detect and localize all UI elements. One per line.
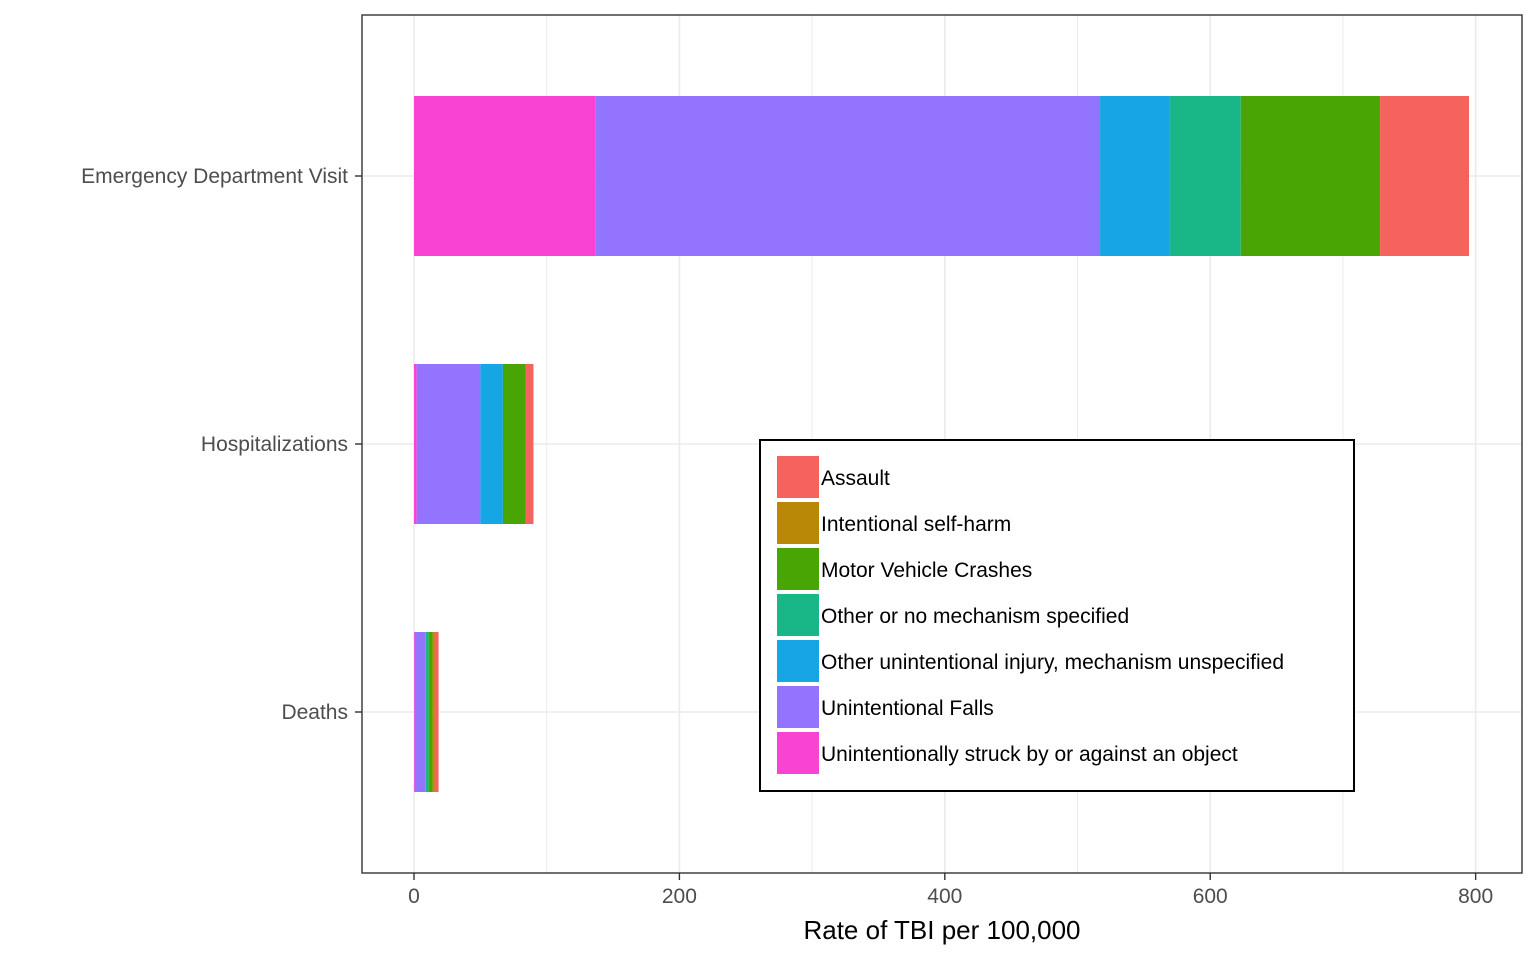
bar-segment-deaths-intentional-self-harm: [432, 632, 435, 792]
bar-segment-hospitalizations-unintentional-falls: [416, 364, 481, 524]
legend-label-unintentional-falls: Unintentional Falls: [821, 697, 994, 720]
legend-label-assault: Assault: [821, 467, 890, 490]
x-axis: 0 200 400 600 800: [408, 873, 1493, 908]
legend-key-intentional-self-harm: [777, 502, 819, 544]
bar-segment-deaths-other-or-no-mechanism-specified: [425, 632, 429, 792]
y-tick-label-deaths: Deaths: [281, 701, 348, 724]
bar-segment-hospitalizations-assault: [525, 364, 534, 524]
legend-key-motor-vehicle-crashes: [777, 548, 819, 590]
bar-segments: [414, 96, 1469, 792]
y-tick-label-emergency-department-visit: Emergency Department Visit: [81, 165, 348, 188]
bar-segment-hospitalizations-unintentionally-struck-by-or-against-an-object: [414, 364, 417, 524]
bar-segment-deaths-unintentional-falls: [414, 632, 426, 792]
legend-label-other-or-no-mechanism-specified: Other or no mechanism specified: [821, 605, 1129, 628]
legend-label-unintentionally-struck-by-or-against-an-object: Unintentionally struck by or against an …: [821, 743, 1238, 766]
bar-segment-deaths-unintentionally-struck-by-or-against-an-object: [414, 632, 415, 792]
y-tick-label-hospitalizations: Hospitalizations: [201, 433, 348, 456]
legend-key-other-unintentional-injury-mechanism-unspecified: [777, 640, 819, 682]
bar-segment-emergency-department-visit-other-unintentional-injury-mechanism-unspecified: [1100, 96, 1170, 256]
legend-label-motor-vehicle-crashes: Motor Vehicle Crashes: [821, 559, 1032, 582]
x-axis-title: Rate of TBI per 100,000: [803, 915, 1080, 945]
legend-key-unintentional-falls: [777, 686, 819, 728]
bar-segment-deaths-assault: [434, 632, 439, 792]
bar-segment-emergency-department-visit-unintentional-falls: [595, 96, 1101, 256]
y-axis: Emergency Department Visit Hospitalizatio…: [81, 165, 362, 724]
legend-label-intentional-self-harm: Intentional self-harm: [821, 513, 1011, 536]
bar-segment-hospitalizations-other-unintentional-injury-mechanism-unspecified: [480, 364, 503, 524]
bar-segment-emergency-department-visit-motor-vehicle-crashes: [1240, 96, 1381, 256]
bar-segment-emergency-department-visit-other-or-no-mechanism-specified: [1169, 96, 1241, 256]
bar-segment-deaths-other-unintentional-injury-mechanism-unspecified: [425, 632, 426, 792]
legend-key-unintentionally-struck-by-or-against-an-object: [777, 732, 819, 774]
x-tick-label-800: 800: [1458, 885, 1493, 908]
legend-key-other-or-no-mechanism-specified: [777, 594, 819, 636]
x-tick-label-0: 0: [408, 885, 420, 908]
x-tick-label-400: 400: [927, 885, 962, 908]
x-tick-label-600: 600: [1193, 885, 1228, 908]
legend-box: [759, 439, 1355, 792]
bar-segment-hospitalizations-motor-vehicle-crashes: [502, 364, 526, 524]
legend: Assault Intentional self-harm Motor Vehicl…: [759, 439, 1355, 792]
legend-label-other-unintentional-injury-mechanism-unspecified: Other unintentional injury, mechanism un…: [821, 651, 1284, 674]
bar-segment-emergency-department-visit-unintentionally-struck-by-or-against-an-object: [414, 96, 596, 256]
bar-segment-emergency-department-visit-assault: [1380, 96, 1469, 256]
bar-segment-deaths-motor-vehicle-crashes: [428, 632, 433, 792]
legend-key-assault: [777, 456, 819, 498]
x-tick-label-200: 200: [662, 885, 697, 908]
